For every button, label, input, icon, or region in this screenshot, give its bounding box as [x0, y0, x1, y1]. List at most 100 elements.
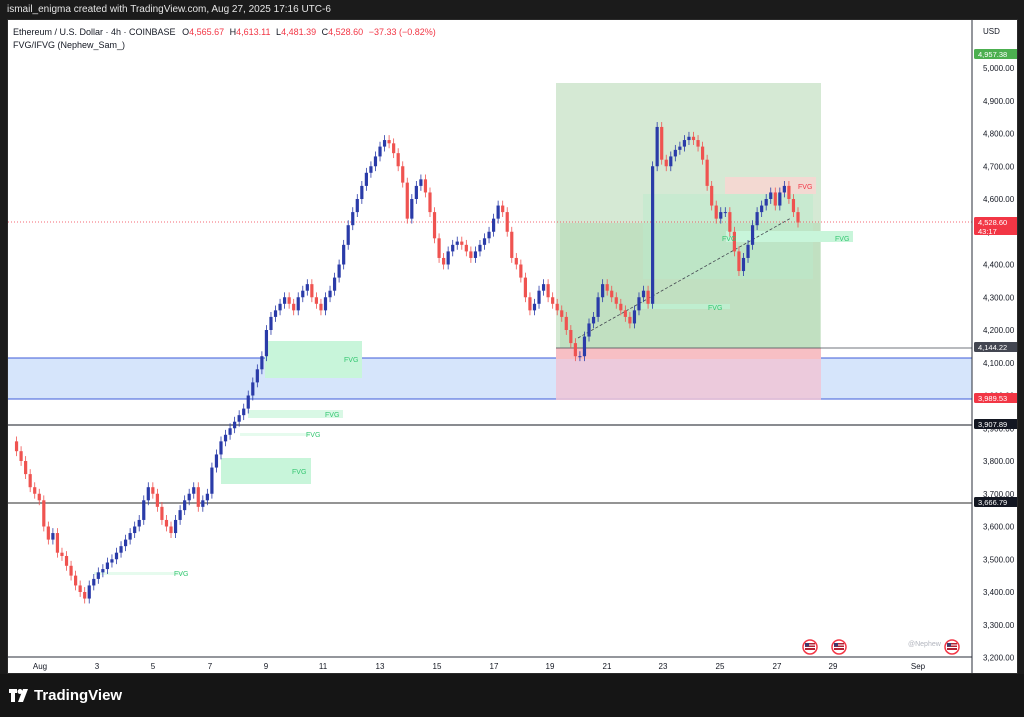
low-label: L — [276, 27, 282, 37]
bottom-brand-bar — [0, 674, 1024, 717]
fvg-box-red — [725, 177, 816, 194]
candle — [323, 292, 328, 316]
candle — [14, 436, 19, 457]
candle — [660, 122, 664, 165]
candle — [528, 292, 532, 316]
fvg-box-3 — [240, 433, 310, 436]
time-axis[interactable]: Aug 3 5 7 9 11 13 15 17 19 21 23 25 27 29 Sep — [33, 662, 926, 671]
candle — [123, 534, 128, 552]
candle — [219, 436, 223, 460]
time-tick-label: 23 — [659, 662, 668, 671]
price-tick-label: 4,900.00 — [983, 97, 1015, 106]
candle — [110, 554, 114, 568]
candle — [242, 403, 246, 421]
zone-bottom-tag: 3,989.53 — [974, 393, 1017, 403]
price-tick-label: 4,400.00 — [983, 261, 1015, 270]
candle — [719, 207, 723, 224]
zone-bottom-tag-text: 3,989.53 — [978, 394, 1007, 403]
open-label: O — [182, 27, 190, 37]
candle — [87, 580, 91, 604]
current-price-tag-countdown: 43:17 — [978, 227, 997, 236]
candle — [700, 141, 705, 165]
time-tick-label: 3 — [95, 662, 100, 671]
candle — [228, 423, 232, 440]
event-flag-icon-1[interactable] — [802, 639, 818, 655]
time-tick-label: 5 — [151, 662, 156, 671]
watermark-text: @Nephew — [908, 641, 942, 648]
candle — [496, 200, 500, 224]
price-tick-label: 3,700.00 — [983, 490, 1015, 499]
price-axis[interactable]: 5,000.00 4,900.00 4,800.00 4,700.00 4,600.00… — [983, 64, 1015, 663]
candle — [74, 570, 78, 591]
chart-frame[interactable]: FVG FVG FVG FVG FVG FVG FVG FVG FVG USD … — [7, 19, 1018, 674]
candle — [133, 521, 137, 538]
fvg-box-8 — [726, 231, 853, 242]
symbol-legend[interactable]: Ethereum / U.S. Dollar · 4h · COINBASE O… — [13, 27, 436, 37]
target-price-tag: 4,957.38 — [974, 49, 1017, 59]
price-tick-label: 3,200.00 — [983, 654, 1015, 663]
candle — [83, 587, 87, 604]
top-caption-bar: ismail_enigma created with TradingView.c… — [0, 0, 1024, 19]
currency-label: USD — [983, 27, 1000, 36]
chart-canvas[interactable]: FVG FVG FVG FVG FVG FVG FVG FVG FVG USD … — [8, 20, 1018, 674]
candle — [546, 279, 550, 303]
high-value: 4,613.11 — [236, 27, 271, 37]
candle — [387, 135, 391, 149]
candle — [714, 200, 718, 224]
candle — [778, 187, 782, 211]
time-tick-label: 9 — [264, 662, 269, 671]
fvg-label-2: FVG — [325, 412, 339, 419]
candle — [673, 144, 677, 162]
candle — [473, 246, 478, 263]
candle — [505, 207, 509, 237]
candle — [169, 521, 173, 538]
fvg-label-6: FVG — [722, 236, 736, 243]
candle — [396, 148, 400, 172]
candle — [578, 351, 582, 362]
candle — [455, 236, 459, 250]
tradingview-logo[interactable]: TradingView — [9, 687, 122, 704]
candle — [155, 488, 159, 512]
fvg-box-4 — [221, 458, 311, 484]
open-value: 4,565.67 — [189, 27, 225, 37]
candle — [64, 551, 69, 571]
candle — [723, 207, 727, 218]
current-price-tag-text: 4,528.60 — [978, 218, 1007, 227]
candle — [173, 515, 178, 538]
fvg-box-5 — [94, 572, 184, 575]
candle — [351, 207, 355, 231]
candle — [19, 446, 23, 466]
candle — [33, 482, 37, 499]
candle — [55, 528, 60, 558]
candle — [119, 541, 123, 558]
candle — [628, 311, 632, 329]
candle — [687, 131, 691, 145]
candle — [355, 194, 359, 218]
candle — [205, 488, 209, 506]
candle — [710, 180, 714, 211]
candle — [641, 285, 646, 303]
candle — [787, 180, 791, 204]
candle — [24, 456, 28, 480]
candle — [750, 220, 755, 250]
candle — [728, 207, 732, 237]
event-flag-icon-2[interactable] — [831, 639, 847, 655]
close-label: C — [321, 27, 329, 37]
candle — [414, 180, 418, 204]
candle — [37, 488, 41, 506]
candle — [78, 580, 82, 597]
long-profit-zone[interactable] — [556, 83, 821, 348]
close-value: 4,528.60 — [328, 27, 364, 37]
indicator-legend[interactable]: FVG/IFVG (Nephew_Sam_) — [13, 40, 125, 50]
candle — [192, 482, 196, 499]
level-tag-3907-text: 3,907.89 — [978, 420, 1007, 429]
candle — [246, 390, 250, 414]
candle — [410, 194, 414, 224]
low-value: 4,481.39 — [281, 27, 317, 37]
candle — [764, 194, 768, 211]
event-flag-icon-3[interactable] — [944, 639, 960, 655]
time-tick-label: 25 — [716, 662, 725, 671]
candle — [596, 292, 600, 322]
candle — [419, 174, 423, 191]
